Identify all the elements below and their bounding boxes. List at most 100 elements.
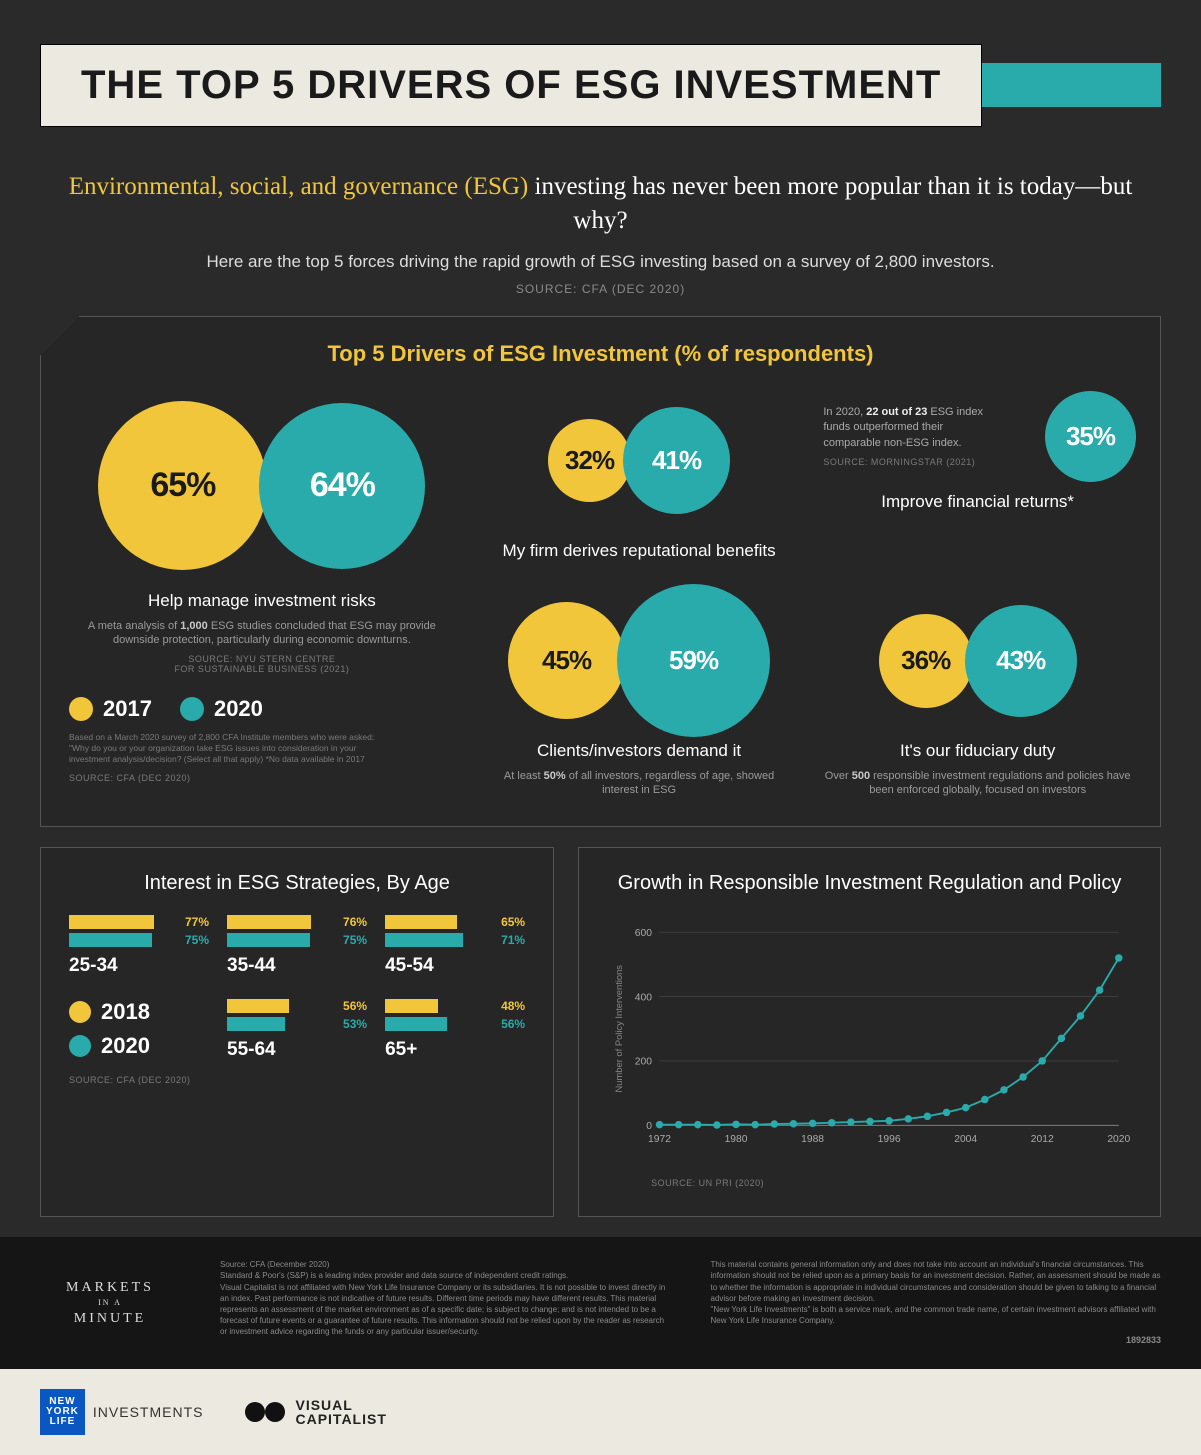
line-marker bbox=[1000, 1086, 1007, 1093]
driver-sub: A meta analysis of 1,000 ESG studies con… bbox=[69, 619, 455, 649]
intro-highlight: Environmental, social, and governance (E… bbox=[69, 173, 529, 200]
line-marker bbox=[828, 1119, 835, 1126]
age-label: 45-54 bbox=[385, 955, 525, 977]
driver-label: Clients/investors demand it bbox=[485, 741, 794, 761]
ytick-label: 200 bbox=[635, 1057, 652, 1068]
nyl-label: INVESTMENTS bbox=[93, 1404, 204, 1420]
ytick-label: 600 bbox=[635, 928, 652, 939]
brand-bot: MINUTE bbox=[74, 1309, 146, 1329]
bar-fill-2020 bbox=[385, 1017, 447, 1031]
age-cell-0: 77% 75% 25-34 bbox=[69, 915, 209, 977]
drivers-panel: Top 5 Drivers of ESG Investment (% of re… bbox=[40, 316, 1161, 828]
driver-label: Help manage investment risks bbox=[69, 591, 455, 611]
line-marker bbox=[694, 1121, 701, 1128]
line-marker bbox=[1019, 1073, 1026, 1080]
age-label: 35-44 bbox=[227, 955, 367, 977]
age-panel: Interest in ESG Strategies, By Age 77% 7… bbox=[40, 847, 554, 1217]
title-row: THE TOP 5 DRIVERS OF ESG INVESTMENT bbox=[40, 30, 1161, 140]
bar-pct-2020: 75% bbox=[185, 933, 209, 947]
xtick-label: 1980 bbox=[725, 1134, 748, 1145]
line-marker bbox=[1077, 1012, 1084, 1019]
drivers-panel-title: Top 5 Drivers of ESG Investment (% of re… bbox=[69, 341, 1132, 367]
intro-lead-rest: investing has never been more popular th… bbox=[528, 173, 1132, 234]
bar-pct-2018: 76% bbox=[343, 915, 367, 929]
intro-block: Environmental, social, and governance (E… bbox=[60, 170, 1141, 296]
line-marker bbox=[713, 1121, 720, 1128]
vc-label: VISUAL CAPITALIST bbox=[295, 1398, 386, 1426]
bar-2020: 75% bbox=[227, 933, 367, 947]
age-source: SOURCE: CFA (DEC 2020) bbox=[69, 1075, 525, 1085]
bar-bg bbox=[227, 1017, 337, 1031]
driver-label: My firm derives reputational benefits bbox=[485, 541, 794, 561]
line-marker bbox=[1096, 987, 1103, 994]
bar-bg bbox=[385, 933, 495, 947]
bar-bg bbox=[227, 933, 337, 947]
bubble-pair: 36% 43% bbox=[823, 591, 1132, 731]
nyl-logo: NEW YORK LIFE INVESTMENTS bbox=[40, 1389, 203, 1435]
age-label: 25-34 bbox=[69, 955, 209, 977]
legend-year-2020: 2020 bbox=[214, 696, 263, 722]
bar-bg bbox=[69, 915, 179, 929]
bar-pct-2018: 48% bbox=[501, 999, 525, 1013]
bar-fill-2018 bbox=[227, 915, 311, 929]
bubble-pct: 64% bbox=[310, 466, 375, 505]
footer-dark: MARKETS IN A MINUTE Source: CFA (Decembe… bbox=[0, 1237, 1201, 1369]
age-legend-dot-2018 bbox=[69, 1001, 91, 1023]
bubble-pct: 59% bbox=[669, 645, 718, 676]
brand-mid: IN A bbox=[98, 1297, 122, 1308]
bubble-single: 35% bbox=[1049, 391, 1132, 482]
legend-year-2017: 2017 bbox=[103, 696, 152, 722]
bar-bg bbox=[385, 1017, 495, 1031]
xtick-label: 1972 bbox=[648, 1134, 671, 1145]
line-marker bbox=[1039, 1057, 1046, 1064]
barset: 77% 75% bbox=[69, 915, 209, 947]
driver-sub: Over 500 responsible investment regulati… bbox=[823, 769, 1132, 799]
footer-num: 1892833 bbox=[711, 1334, 1162, 1347]
bar-fill-2020 bbox=[385, 933, 463, 947]
xtick-label: 2012 bbox=[1031, 1134, 1054, 1145]
policy-chart: 02004006001972198019881996200420122020Nu… bbox=[607, 915, 1132, 1165]
bar-bg bbox=[385, 999, 495, 1013]
bubble-pct: 43% bbox=[996, 645, 1045, 676]
policy-panel-title: Growth in Responsible Investment Regulat… bbox=[607, 872, 1132, 895]
bar-2018: 77% bbox=[69, 915, 209, 929]
bar-fill-2020 bbox=[227, 1017, 285, 1031]
bar-bg bbox=[227, 999, 337, 1013]
line-marker bbox=[943, 1109, 950, 1116]
bar-pct-2020: 56% bbox=[501, 1017, 525, 1031]
y-axis-label: Number of Policy Interventions bbox=[614, 965, 624, 1093]
footer-white: NEW YORK LIFE INVESTMENTS VISUAL CAPITAL… bbox=[0, 1369, 1201, 1455]
legend-note: Based on a March 2020 survey of 2,800 CF… bbox=[69, 732, 389, 765]
barset: 56% 53% bbox=[227, 999, 367, 1031]
line-marker bbox=[962, 1104, 969, 1111]
age-grid: 77% 75% 25-34 76% bbox=[69, 915, 525, 1061]
bar-bg bbox=[227, 915, 337, 929]
bar-2020: 71% bbox=[385, 933, 525, 947]
age-cell-2: 65% 71% 45-54 bbox=[385, 915, 525, 977]
driver-label: It's our fiduciary duty bbox=[823, 741, 1132, 761]
bubble-pair: 65% 64% bbox=[69, 391, 455, 581]
bubble-41: 41% bbox=[623, 407, 730, 514]
driver-cell-0: 65% 64% Help manage investment risks A m… bbox=[69, 391, 455, 799]
bar-pct-2020: 53% bbox=[343, 1017, 367, 1031]
bubble-pct: 36% bbox=[901, 645, 950, 676]
line-marker bbox=[675, 1121, 682, 1128]
drivers-grid: 65% 64% Help manage investment risks A m… bbox=[69, 391, 1132, 799]
infographic-page: THE TOP 5 DRIVERS OF ESG INVESTMENT Envi… bbox=[0, 30, 1201, 1455]
driver-cell-4: 36% 43% It's our fiduciary duty Over 500 … bbox=[823, 591, 1132, 799]
age-legend: 2018 2020 bbox=[69, 999, 209, 1059]
driver-cell-1: 32% 41% My firm derives reputational ben… bbox=[485, 391, 794, 561]
bar-2020: 75% bbox=[69, 933, 209, 947]
bubble-65: 65% bbox=[98, 401, 267, 570]
intro-body: Here are the top 5 forces driving the ra… bbox=[60, 252, 1141, 272]
bar-fill-2018 bbox=[69, 915, 154, 929]
xtick-label: 2020 bbox=[1107, 1134, 1130, 1145]
age-cell-3: 56% 53% 55-64 bbox=[227, 999, 367, 1061]
ytick-label: 0 bbox=[646, 1121, 652, 1132]
bubble-36: 36% bbox=[879, 614, 973, 708]
line-marker bbox=[732, 1121, 739, 1128]
line-marker bbox=[656, 1121, 663, 1128]
bar-2018: 56% bbox=[227, 999, 367, 1013]
bubble-pair: 45% 59% bbox=[485, 591, 794, 731]
driver-sub: At least 50% of all investors, regardles… bbox=[485, 769, 794, 799]
